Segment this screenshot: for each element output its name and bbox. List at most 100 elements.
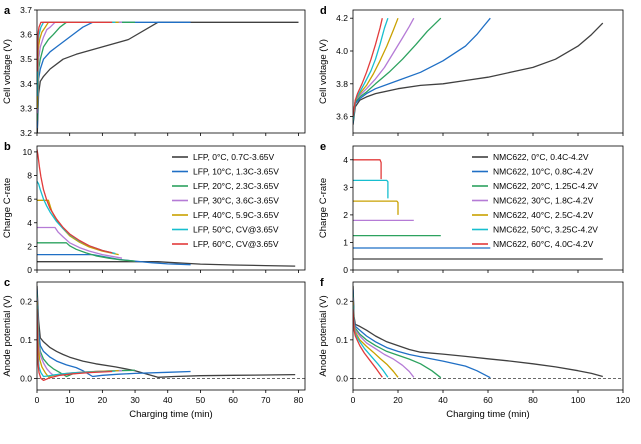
panel-letter: a [4,5,11,17]
legend-label: LFP, 60°C, CV@3.65V [193,239,279,249]
legend-label: NMC622, 40°C, 2.5C-4.2V [493,210,594,220]
series-line-c60 [353,308,383,378]
y-tick-label: 3 [343,182,348,192]
x-tick-label: 80 [528,395,538,405]
y-tick-label: 0 [343,265,348,275]
x-tick-label: 60 [483,395,493,405]
x-tick-label: 70 [261,395,271,405]
series-line-c0 [37,285,296,378]
series-line-c0 [353,22,604,125]
x-tick-label: 20 [393,395,403,405]
axes-frame [352,145,624,271]
series-group [37,149,296,267]
series-group [353,159,603,260]
y-tick-label: 10 [23,147,33,157]
series-line-c20 [37,293,136,378]
x-tick-label: 80 [294,395,304,405]
series-line-c60 [37,308,113,382]
y-tick-label: 4 [27,218,32,228]
y-tick-label: 0.0 [20,373,32,383]
series-line-c50 [37,305,116,378]
x-axis-label: Charging time (min) [446,409,529,420]
series-line-c30 [353,297,415,378]
x-tick-label: 60 [228,395,238,405]
series-line-c60 [37,21,113,72]
series-line-c10 [353,17,491,124]
y-tick-label: 4 [343,155,348,165]
y-tick-label: 4.2 [336,13,348,23]
y-tick-label: 4.0 [336,46,348,56]
series-line-c10 [37,289,191,378]
panel-letter: b [4,141,11,153]
series-line-c0 [353,285,603,378]
legend-label: NMC622, 10°C, 0.8C-4.2V [493,167,594,177]
panel-f: f 0 20 40 60 80 100 120 0.0 0.1 0.2 Anode potential… [318,277,630,420]
panel-b: b 0 2 4 6 8 10 Charge C-rate LFP, 0°C, 0.7C-3.65… [2,141,306,275]
series-line-c30 [37,21,122,114]
y-tick-label: 3.5 [20,54,32,64]
axes-frame [352,281,624,391]
series-line-0 [37,261,296,267]
legend-label: LFP, 20°C, 2.3C-3.65V [193,181,279,191]
series-group [37,21,299,133]
legend-label: NMC622, 30°C, 1.8C-4.2V [493,196,594,206]
panel-e: e 0 1 2 3 4 Charge C-rate NMC622, 0°C, 0.4C-4.2… [318,141,624,275]
panel-letter: c [4,277,10,289]
series-line-c40 [37,21,119,109]
y-tick-label: 0 [27,265,32,275]
series-line-2 [37,242,136,262]
series-group [353,17,604,125]
series-line-c0 [37,21,299,133]
y-tick-label: 3.8 [336,79,348,89]
series-line-c50 [37,21,116,97]
series-line-5 [353,179,389,199]
x-tick-label: 100 [571,395,585,405]
legend-label: NMC622, 60°C, 4.0C-4.2V [493,239,594,249]
axes-frame [36,145,306,271]
panel-letter: d [320,5,327,17]
y-tick-label: 1 [343,237,348,247]
x-tick-label: 50 [196,395,206,405]
legend: NMC622, 0°C, 0.4C-4.2V NMC622, 10°C, 0.8C… [472,152,598,249]
x-tick-label: 0 [351,395,356,405]
legend: LFP, 0°C, 0.7C-3.65V LFP, 10°C, 1.3C-3.65… [172,152,279,249]
y-tick-label: 6 [27,194,32,204]
series-line-c20 [37,21,135,121]
x-tick-label: 10 [65,395,75,405]
panel-letter: e [320,141,326,153]
y-tick-label: 0.1 [336,335,348,345]
series-line-c10 [353,289,491,379]
y-axis-label: Charge C-rate [2,178,13,238]
y-axis-label: Cell voltage (V) [318,39,329,104]
panel-d: d 3.6 3.8 4.0 4.2 Cell voltage (V) [318,5,624,136]
y-tick-label: 3.3 [20,103,32,113]
y-tick-label: 3.6 [336,112,348,122]
panel-a: a 3.2 3.3 3.4 3.5 3.6 3.7 Cell voltage (V) [2,5,306,138]
series-line-c20 [353,17,442,122]
series-line-c60 [353,18,383,117]
y-tick-label: 3.4 [20,79,32,89]
x-tick-label: 40 [163,395,173,405]
y-tick-label: 0.1 [20,335,32,345]
y-axis-label: Charge C-rate [318,178,329,238]
panel-letter: f [320,277,324,289]
y-tick-label: 3.7 [20,5,32,15]
series-line-c30 [37,297,123,378]
series-line-6 [37,149,113,254]
y-tick-label: 2 [343,210,348,220]
series-group [37,285,296,382]
x-tick-label: 40 [438,395,448,405]
legend-label: LFP, 50°C, CV@3.65V [193,225,279,235]
series-group [353,285,603,379]
y-tick-label: 8 [27,171,32,181]
y-axis-label: Anode potential (V) [318,295,329,376]
series-line-3 [37,226,123,259]
x-tick-label: 0 [35,395,40,405]
series-line-c10 [37,21,191,129]
series-line-c40 [353,17,399,120]
legend-label: LFP, 0°C, 0.7C-3.65V [193,152,275,162]
y-tick-label: 3.6 [20,30,32,40]
y-tick-label: 0.2 [336,296,348,306]
y-axis-label: Anode potential (V) [2,295,13,376]
